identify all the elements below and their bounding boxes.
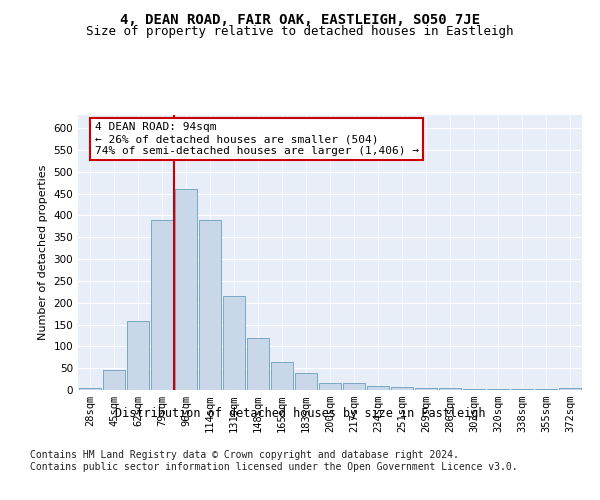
Bar bbox=[439, 388, 461, 390]
Text: Distribution of detached houses by size in Eastleigh: Distribution of detached houses by size … bbox=[115, 408, 485, 420]
Text: 4 DEAN ROAD: 94sqm
← 26% of detached houses are smaller (504)
74% of semi-detach: 4 DEAN ROAD: 94sqm ← 26% of detached hou… bbox=[95, 122, 419, 156]
Bar bbox=[151, 220, 173, 390]
Bar bbox=[511, 388, 533, 390]
Text: Size of property relative to detached houses in Eastleigh: Size of property relative to detached ho… bbox=[86, 25, 514, 38]
Bar bbox=[559, 388, 581, 390]
Bar bbox=[271, 362, 293, 390]
Bar bbox=[295, 374, 317, 390]
Bar bbox=[199, 220, 221, 390]
Bar bbox=[367, 386, 389, 390]
Bar bbox=[391, 387, 413, 390]
Bar bbox=[79, 388, 101, 390]
Bar bbox=[463, 388, 485, 390]
Text: 4, DEAN ROAD, FAIR OAK, EASTLEIGH, SO50 7JE: 4, DEAN ROAD, FAIR OAK, EASTLEIGH, SO50 … bbox=[120, 12, 480, 26]
Bar bbox=[127, 321, 149, 390]
Bar bbox=[247, 338, 269, 390]
Bar bbox=[487, 388, 509, 390]
Bar bbox=[535, 388, 557, 390]
Bar bbox=[103, 370, 125, 390]
Bar bbox=[319, 384, 341, 390]
Bar bbox=[175, 189, 197, 390]
Bar bbox=[415, 388, 437, 390]
Bar bbox=[343, 384, 365, 390]
Text: Contains HM Land Registry data © Crown copyright and database right 2024.
Contai: Contains HM Land Registry data © Crown c… bbox=[30, 450, 518, 471]
Bar bbox=[223, 296, 245, 390]
Y-axis label: Number of detached properties: Number of detached properties bbox=[38, 165, 48, 340]
